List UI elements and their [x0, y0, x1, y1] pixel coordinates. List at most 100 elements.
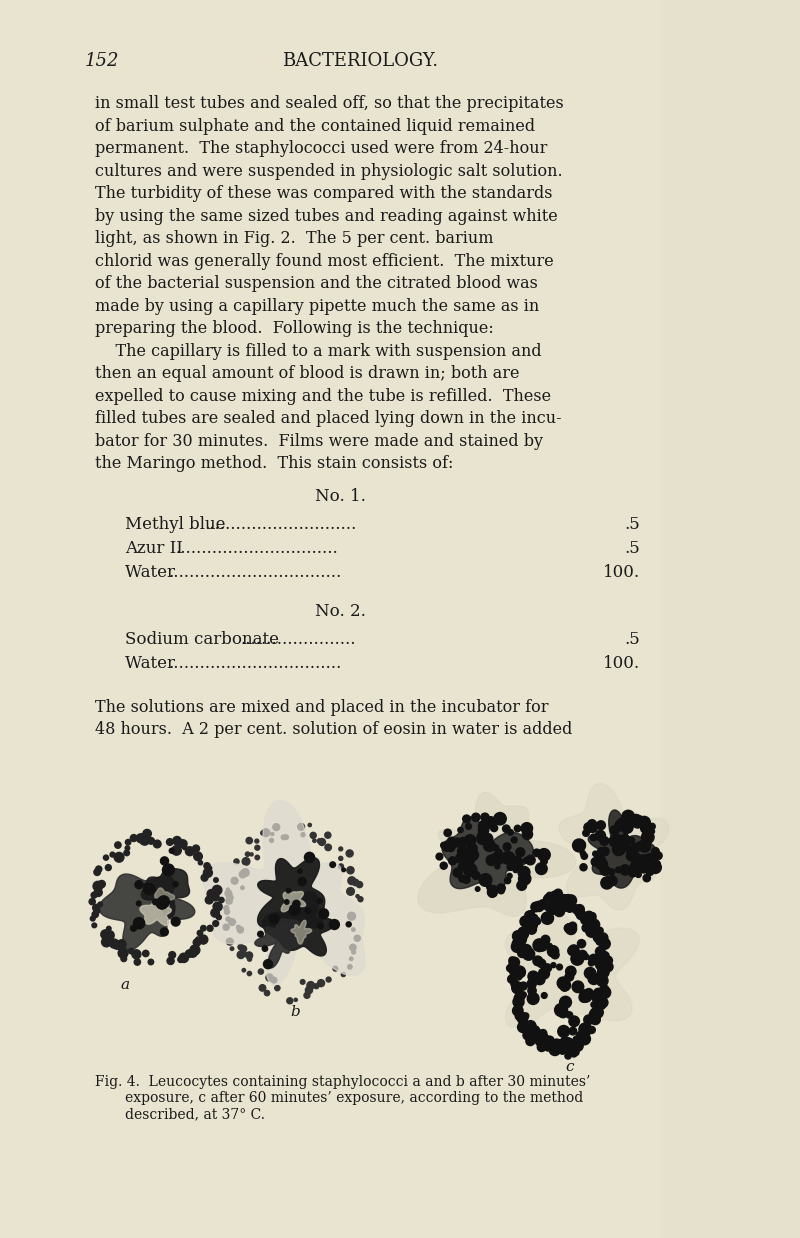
Circle shape	[526, 919, 538, 931]
Circle shape	[462, 862, 469, 868]
Text: BACTERIOLOGY.: BACTERIOLOGY.	[282, 52, 438, 71]
Circle shape	[490, 885, 497, 891]
Circle shape	[134, 959, 141, 966]
Circle shape	[242, 968, 246, 972]
Circle shape	[273, 823, 280, 831]
Circle shape	[533, 938, 546, 952]
Circle shape	[521, 945, 532, 956]
Circle shape	[512, 940, 521, 947]
Circle shape	[595, 958, 606, 971]
Circle shape	[579, 993, 589, 1003]
Circle shape	[456, 853, 466, 863]
Circle shape	[549, 1044, 561, 1056]
Circle shape	[287, 998, 293, 1004]
Circle shape	[511, 980, 518, 988]
Text: Water: Water	[125, 655, 180, 671]
Circle shape	[515, 1011, 523, 1020]
Circle shape	[560, 895, 568, 904]
Circle shape	[458, 827, 463, 833]
Circle shape	[459, 858, 466, 863]
Circle shape	[561, 1037, 568, 1045]
Circle shape	[348, 964, 352, 969]
Circle shape	[224, 906, 229, 911]
Circle shape	[566, 1011, 573, 1018]
Circle shape	[578, 951, 587, 959]
Circle shape	[601, 877, 613, 889]
Circle shape	[569, 1016, 579, 1026]
Circle shape	[558, 1025, 570, 1037]
Circle shape	[101, 930, 110, 940]
Circle shape	[466, 823, 471, 829]
Circle shape	[595, 855, 606, 867]
Circle shape	[212, 885, 222, 895]
Circle shape	[284, 834, 288, 839]
Circle shape	[578, 1032, 590, 1045]
Circle shape	[584, 967, 596, 979]
Circle shape	[198, 935, 208, 945]
Circle shape	[599, 938, 610, 950]
Circle shape	[589, 954, 599, 964]
Circle shape	[598, 952, 606, 959]
Circle shape	[102, 937, 111, 947]
Circle shape	[93, 904, 100, 911]
Circle shape	[565, 898, 573, 905]
Circle shape	[201, 926, 206, 931]
Circle shape	[595, 947, 605, 956]
Circle shape	[534, 901, 544, 911]
Circle shape	[597, 863, 603, 869]
Circle shape	[170, 848, 174, 853]
Circle shape	[246, 837, 253, 844]
Circle shape	[258, 931, 263, 937]
Circle shape	[318, 924, 323, 928]
Circle shape	[654, 860, 660, 868]
Text: The turbidity of these was compared with the standards: The turbidity of these was compared with…	[95, 184, 553, 202]
Circle shape	[534, 974, 545, 984]
Circle shape	[622, 822, 633, 833]
Circle shape	[568, 946, 577, 956]
Text: of the bacterial suspension and the citrated blood was: of the bacterial suspension and the citr…	[95, 275, 538, 292]
Circle shape	[226, 898, 232, 904]
Circle shape	[566, 905, 574, 912]
Circle shape	[517, 993, 525, 1000]
Circle shape	[551, 951, 559, 959]
Circle shape	[546, 904, 558, 915]
Circle shape	[589, 1016, 594, 1021]
Circle shape	[580, 842, 586, 847]
Circle shape	[526, 1036, 535, 1046]
Circle shape	[95, 867, 102, 873]
Circle shape	[601, 860, 607, 867]
Circle shape	[566, 924, 577, 935]
Circle shape	[591, 858, 600, 867]
Circle shape	[259, 984, 266, 992]
Polygon shape	[262, 891, 334, 956]
Circle shape	[580, 851, 586, 855]
Circle shape	[196, 937, 201, 942]
Polygon shape	[559, 784, 669, 910]
Circle shape	[654, 852, 662, 859]
Circle shape	[294, 906, 299, 912]
Circle shape	[528, 987, 536, 995]
Circle shape	[496, 849, 502, 855]
Circle shape	[486, 855, 497, 865]
Text: 100.: 100.	[603, 655, 640, 671]
Circle shape	[575, 905, 584, 914]
Circle shape	[162, 864, 174, 875]
Circle shape	[459, 875, 466, 883]
Circle shape	[576, 1031, 586, 1041]
Circle shape	[472, 813, 480, 821]
Circle shape	[521, 992, 526, 998]
Circle shape	[523, 1013, 529, 1019]
Circle shape	[572, 905, 581, 914]
Circle shape	[542, 993, 547, 998]
Circle shape	[535, 1035, 546, 1046]
Text: b: b	[290, 1005, 300, 1019]
Circle shape	[542, 912, 554, 925]
Polygon shape	[588, 810, 657, 888]
Circle shape	[584, 989, 594, 998]
Circle shape	[514, 826, 521, 832]
Circle shape	[98, 880, 106, 888]
Text: .5: .5	[624, 540, 640, 557]
Circle shape	[478, 832, 487, 842]
Circle shape	[594, 933, 602, 942]
Circle shape	[517, 932, 524, 940]
